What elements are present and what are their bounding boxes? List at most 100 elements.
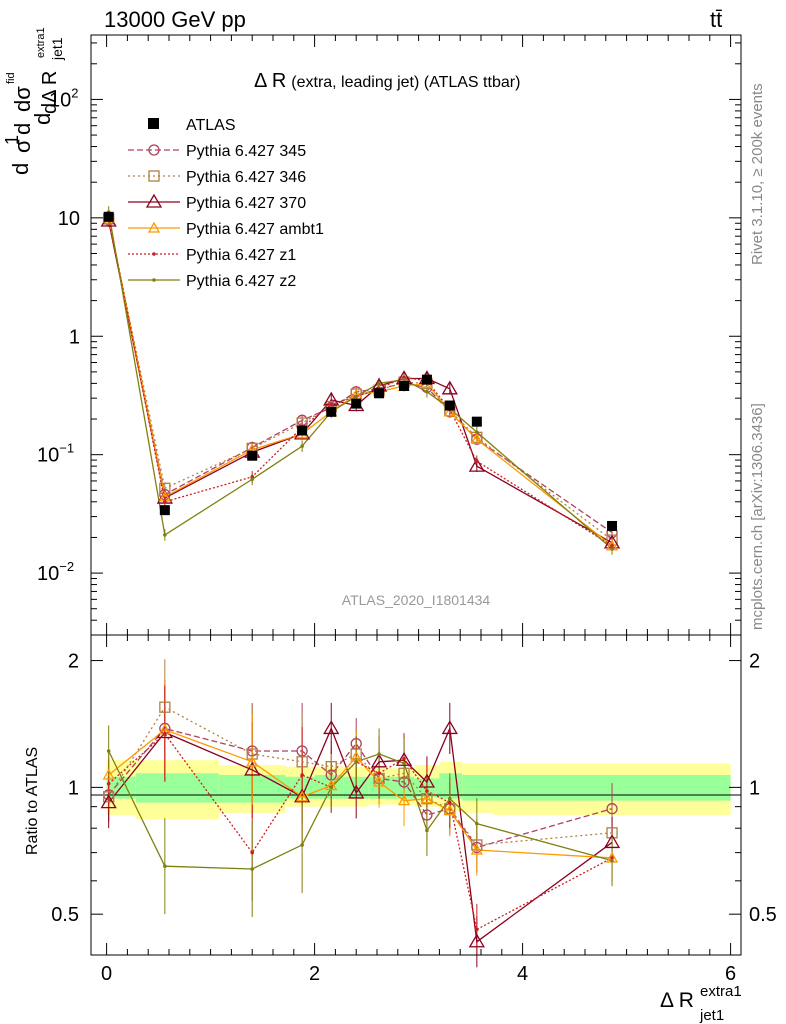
ratio-point: [348, 784, 365, 799]
ratio-point: [402, 761, 406, 766]
series-point: [159, 482, 171, 494]
ratio-point: [425, 789, 429, 793]
ratio-point: [106, 781, 111, 786]
ratio-point: [159, 701, 171, 713]
ratio-tick-labels: 0.5 0.5 1 1 2 2 0 2 4 6: [51, 651, 777, 985]
main-y-tick-label: 10: [58, 208, 80, 230]
main-y-tick-label: 102: [49, 85, 78, 111]
svg-text:extra1: extra1: [35, 27, 47, 58]
ratio-frame: [90, 634, 742, 956]
legend-marker: [148, 118, 159, 129]
ratio-point: [102, 768, 115, 780]
series-point: [425, 389, 429, 394]
ratio-point: [377, 771, 381, 776]
ratio-point: [296, 790, 309, 802]
ratio-point: [370, 753, 388, 768]
ratio-point: [350, 748, 362, 760]
main-error-bars: [108, 206, 613, 555]
ratio-uncertainty-bands: [106, 760, 731, 820]
legend-label: Pythia 6.427 z1: [186, 247, 296, 264]
ratio-point: [425, 828, 429, 833]
series-line: [108, 217, 613, 547]
ratio-point: [246, 755, 259, 767]
svg-text:d: d: [30, 113, 55, 125]
series-line: [108, 211, 613, 550]
ratio-point: [470, 843, 483, 855]
legend: ATLAS Pythia 6.427 345 Pythia 6.427 346 Pyt…: [128, 117, 324, 290]
main-data-points: [103, 211, 618, 531]
series-point: [475, 459, 479, 464]
series-point: [159, 488, 171, 501]
band-inner: [135, 773, 219, 803]
ratio-point: [420, 792, 434, 804]
x-axis-label: Δ R jet1 extra1: [660, 983, 742, 1024]
main-tick-labels: 10−2 10−1 1 10 102: [37, 85, 80, 585]
ratio-point: [606, 827, 618, 839]
ratio-series-lines: [108, 706, 613, 943]
ratio-point: [606, 803, 618, 815]
ratio-point: [293, 788, 311, 803]
ratio-point: [103, 791, 115, 803]
svg-text:dΔ R: dΔ R: [39, 71, 61, 114]
main-y-tick-label: 1: [69, 326, 80, 348]
data-point: [247, 450, 258, 461]
ratio-point: [377, 752, 381, 756]
svg-text:jet1: jet1: [699, 1007, 724, 1024]
legend-marker: [152, 252, 156, 256]
ratio-point: [398, 767, 410, 779]
series-line: [108, 220, 613, 544]
data-point: [103, 211, 114, 222]
data-point: [159, 505, 170, 516]
ratio-point: [250, 850, 254, 855]
series-point: [300, 444, 304, 448]
ratio-point: [402, 756, 406, 761]
x-tick-label: 6: [725, 963, 736, 985]
ratio-y-tick-label: 2: [749, 651, 760, 673]
ratio-y-tick-label: 0.5: [51, 904, 79, 926]
series-point: [610, 543, 614, 548]
series-point: [475, 430, 479, 434]
svg-text:σ: σ: [10, 139, 35, 153]
svg-text:d: d: [10, 123, 35, 135]
data-point: [471, 416, 482, 427]
ratio-point: [296, 745, 308, 757]
legend-marker: [148, 170, 160, 182]
legend-label: Pythia 6.427 z2: [186, 273, 296, 290]
data-point: [421, 374, 432, 385]
data-point: [444, 400, 455, 411]
x-tick-label: 4: [517, 963, 528, 985]
ratio-point: [475, 927, 479, 932]
svg-text:fid: fid: [5, 72, 17, 84]
data-point: [351, 398, 362, 409]
mcplots-label: mcplots.cern.ch [arXiv:1306.3436]: [749, 403, 766, 630]
ratio-ticks: [91, 635, 741, 956]
data-point: [297, 425, 308, 436]
data-point: [326, 406, 337, 417]
ratio-point: [106, 749, 111, 753]
series-line: [108, 218, 613, 541]
main-y-axis-label: d σ d 1 d dσ fid dΔ R jet1 extra1: [2, 27, 65, 175]
svg-text:extra1: extra1: [700, 983, 742, 1000]
ratio-point: [329, 785, 334, 790]
ratio-point: [468, 933, 485, 948]
series-point: [470, 432, 483, 444]
ratio-series-markers: [100, 701, 621, 948]
ratio-line: [108, 729, 613, 859]
legend-label: Pythia 6.427 345: [186, 143, 306, 160]
main-y-tick-label: 10−2: [37, 559, 74, 585]
ratio-point: [610, 856, 614, 860]
series-point: [329, 402, 334, 407]
ratio-line: [108, 750, 613, 870]
legend-label: Pythia 6.427 370: [186, 195, 306, 212]
ratio-point: [244, 761, 261, 776]
ratio-point: [323, 720, 340, 735]
series-point: [468, 457, 485, 472]
legend-label: Pythia 6.427 ambt1: [186, 221, 324, 238]
series-point: [377, 381, 381, 386]
x-tick-label: 2: [309, 963, 320, 985]
x-tick-label: 0: [101, 963, 112, 985]
svg-text:d: d: [8, 163, 33, 175]
ratio-point: [398, 776, 410, 788]
header-right: tt̄: [710, 7, 722, 32]
